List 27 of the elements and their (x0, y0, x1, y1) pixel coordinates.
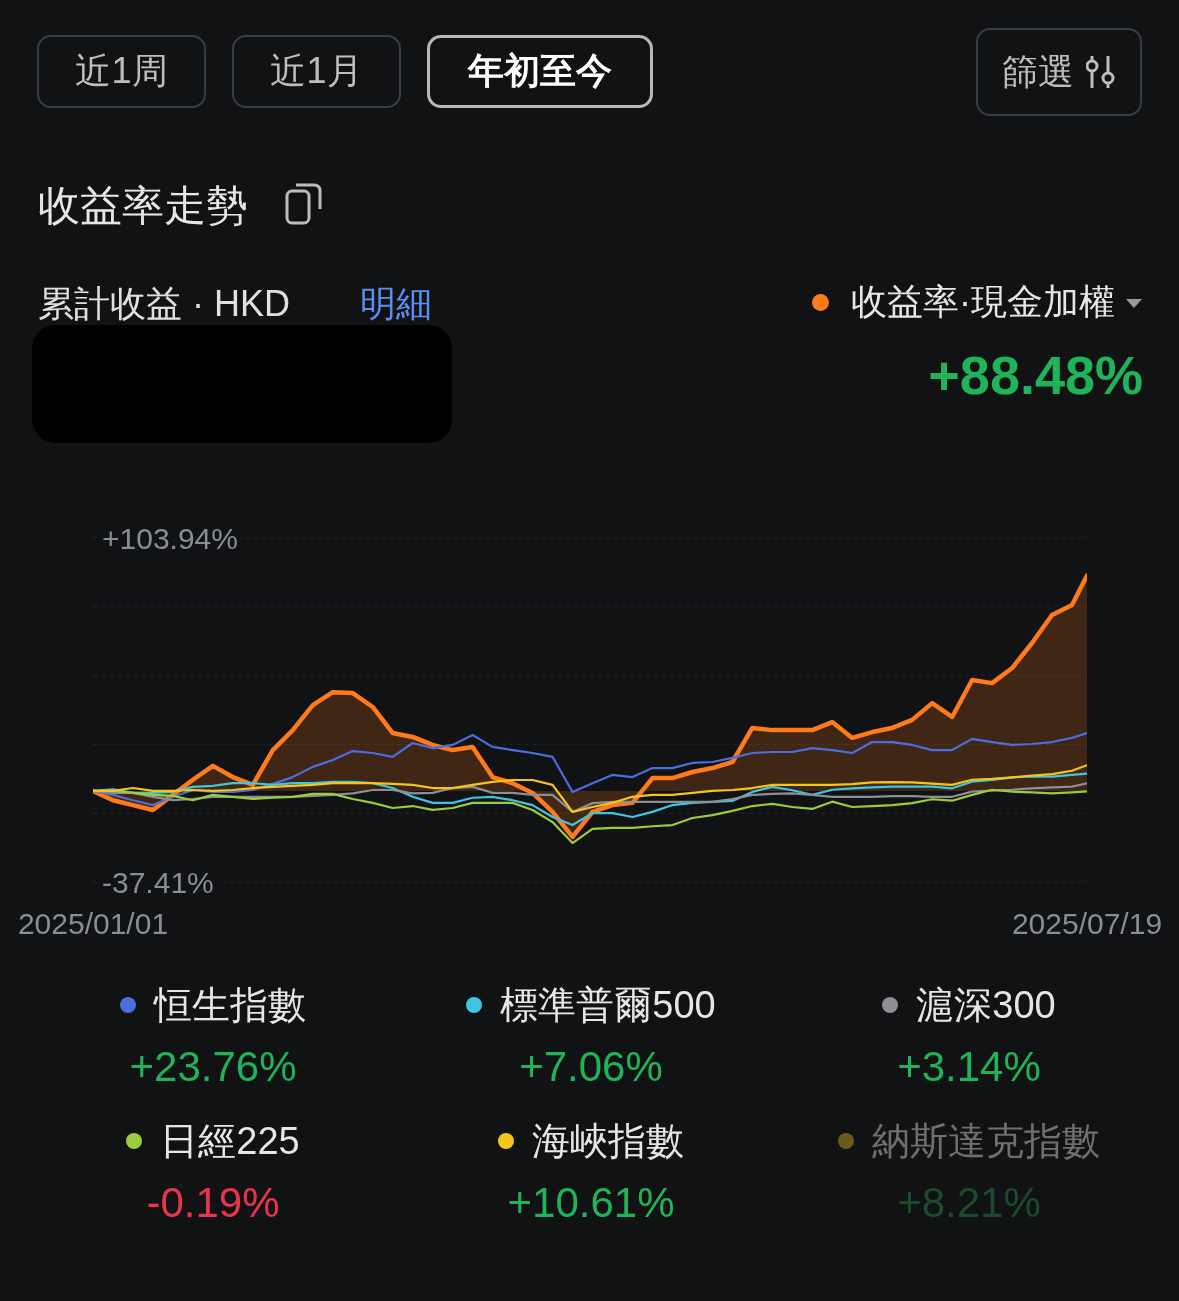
x-tick-label: 2025/01/01 (17, 907, 169, 940)
y-tick-label: -37.41% (102, 865, 214, 899)
text: +10.61% (507, 1179, 675, 1227)
legend-label: 恒生指數 (154, 982, 306, 1028)
text: 篩選 (1002, 49, 1074, 94)
x-tick-label: 2025/07/19 (1011, 907, 1163, 940)
text: +88.48% (928, 344, 1143, 406)
line-series (93, 764, 1087, 813)
text: 近1周 (37, 35, 206, 108)
legend-label: 標準普爾500 (500, 982, 716, 1028)
text: -0.19% (146, 1179, 280, 1227)
text: +23.76% (129, 1043, 297, 1091)
text: 累計收益 · HKD (38, 282, 290, 326)
line-series (93, 731, 1087, 807)
text: +7.06% (519, 1043, 663, 1091)
y-tick-label: +103.94% (102, 521, 238, 555)
chart-title: 收益率走勢 (38, 181, 248, 231)
legend-label: 日經225 (160, 1118, 300, 1164)
text: +8.21% (897, 1179, 1041, 1227)
legend-label: 收益率·現金加權 (851, 280, 1115, 324)
legend-label: 納斯達克指數 (872, 1118, 1100, 1164)
legend-label: 海峽指數 (532, 1118, 684, 1164)
legend-label: 滬深300 (916, 982, 1056, 1028)
text: 年初至今 (427, 35, 653, 108)
text: 明細 (360, 282, 432, 326)
text: +3.14% (897, 1043, 1041, 1091)
text: 近1月 (232, 35, 401, 108)
